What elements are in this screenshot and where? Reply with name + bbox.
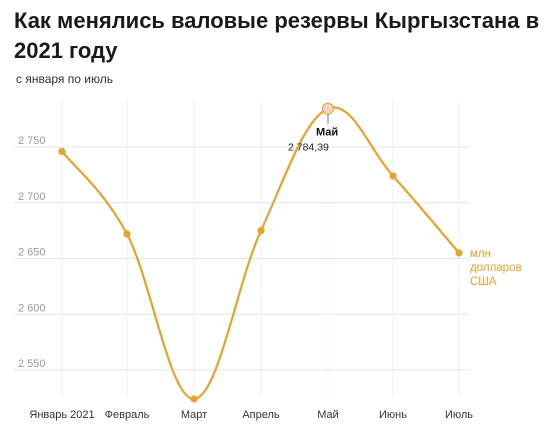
data-point	[58, 147, 66, 156]
chart-subtitle: с января по июль	[16, 72, 113, 86]
x-axis-ticks: Январь 2021 Февраль Март Апрель Май Июнь Июль	[29, 409, 473, 421]
x-tick-label: Февраль	[105, 409, 150, 421]
data-point	[190, 395, 198, 403]
y-tick-label: 2 650	[18, 247, 46, 259]
annotation: Май 2 784,39	[288, 113, 338, 154]
x-tick-label: Январь 2021	[29, 409, 94, 421]
data-point	[455, 249, 463, 257]
y-axis-ticks: 2 750 2 700 2 650 2 600 2 550	[18, 135, 46, 370]
grid	[14, 100, 470, 395]
unit-label-line: США	[470, 276, 497, 288]
y-tick-label: 2 550	[18, 358, 46, 370]
x-tick-label: Апрель	[242, 409, 280, 421]
y-tick-label: 2 750	[18, 135, 46, 147]
highlight-point	[322, 102, 334, 115]
data-point	[257, 227, 265, 235]
unit-label: млн долларов США	[470, 248, 522, 288]
x-tick-label: Июль	[445, 409, 473, 421]
series-line	[61, 106, 460, 401]
x-tick-label: Июнь	[379, 409, 407, 421]
annotation-value: 2 784,39	[288, 142, 329, 154]
data-point	[123, 230, 131, 238]
chart-title: Как менялись валовые резервы Кыргызстана…	[14, 8, 540, 63]
x-tick-label: Март	[181, 409, 207, 421]
unit-label-line: долларов	[470, 262, 522, 274]
y-tick-label: 2 700	[18, 191, 46, 203]
x-tick-label: Май	[317, 409, 339, 421]
unit-label-line: млн	[470, 248, 491, 260]
annotation-label: Май	[316, 127, 338, 139]
data-point	[389, 172, 397, 180]
y-tick-label: 2 600	[18, 302, 46, 314]
